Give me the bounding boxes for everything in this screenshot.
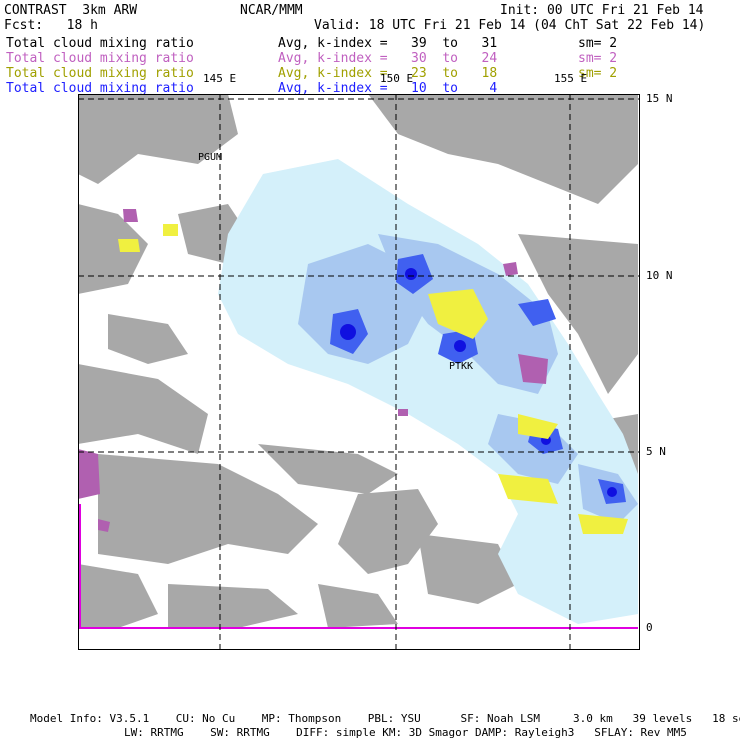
center-name: NCAR/MMM xyxy=(240,3,303,18)
product-title: CONTRAST 3km ARW xyxy=(4,3,138,18)
legend-field-4: Total cloud mixing ratio xyxy=(6,81,194,96)
terrain-shading xyxy=(78,94,638,628)
station-pgum: PGUM xyxy=(198,152,223,163)
lon-label-155e: 155 E xyxy=(554,72,588,85)
legend-range-3: Avg, k-index = 23 to 18 xyxy=(278,66,498,81)
legend-field-1: Total cloud mixing ratio xyxy=(6,36,194,51)
domain-boundary xyxy=(79,504,638,629)
model-info-line1: Model Info: V3.5.1 CU: No Cu MP: Thompso… xyxy=(30,712,740,725)
legend-field-3: Total cloud mixing ratio xyxy=(6,66,194,81)
legend-range-1: Avg, k-index = 39 to 31 xyxy=(278,36,498,51)
weather-map xyxy=(78,94,640,650)
legend-range-4: Avg, k-index = 10 to 4 xyxy=(278,81,498,96)
legend-field-2: Total cloud mixing ratio xyxy=(6,51,194,66)
init-time: Init: 00 UTC Fri 21 Feb 14 xyxy=(500,3,704,18)
legend-sm-1: sm= 2 xyxy=(578,36,618,51)
graticule xyxy=(78,94,640,650)
legend-sm-2: sm= 2 xyxy=(578,51,618,66)
model-info-line2: LW: RRTMG SW: RRTMG DIFF: simple KM: 3D … xyxy=(124,726,687,739)
lon-label-145e: 145 E xyxy=(203,72,237,85)
lat-label-15n: 15 N xyxy=(646,92,673,105)
forecast-hour: Fcst: 18 h xyxy=(4,18,98,33)
station-ptkk: PTKK xyxy=(449,361,474,372)
lon-label-150e: 150 E xyxy=(380,72,414,85)
lat-label-5n: 5 N xyxy=(646,445,666,458)
lat-label-10n: 10 N xyxy=(646,269,673,282)
valid-time: Valid: 18 UTC Fri 21 Feb 14 (04 ChT Sat … xyxy=(314,18,706,33)
legend-range-2: Avg, k-index = 30 to 24 xyxy=(278,51,498,66)
mixing-ratio-patches xyxy=(78,209,628,534)
lat-label-0: 0 xyxy=(646,621,653,634)
map-frame xyxy=(78,94,640,650)
legend-sm-3: sm= 2 xyxy=(578,66,618,81)
